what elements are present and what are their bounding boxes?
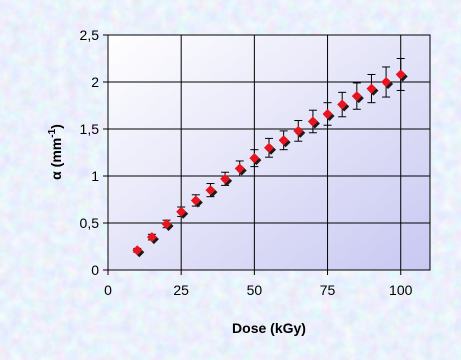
data-point	[293, 125, 304, 136]
y-axis-title: α (mm-1)	[47, 124, 64, 180]
y-axis-symbol: α	[48, 171, 64, 180]
x-tick-label: 0	[104, 282, 112, 298]
data-markers	[132, 69, 408, 258]
y-tick-label: 1	[91, 168, 99, 184]
data-point	[234, 163, 245, 174]
y-tick-label: 1,5	[80, 121, 100, 137]
y-axis-unit-exponent: -1	[47, 128, 58, 137]
data-point	[381, 77, 392, 87]
y-tick-label: 0	[91, 262, 99, 278]
data-point	[322, 108, 333, 119]
data-point	[220, 173, 231, 184]
y-tick-labels: 0 0,5 1 1,5 2 2,5	[80, 27, 100, 278]
data-point	[395, 69, 406, 80]
y-axis-unit-open: (mm	[48, 138, 64, 171]
data-point	[176, 206, 187, 217]
y-tick-label: 0,5	[80, 215, 100, 231]
x-tick-labels: 0 25 50 75 100	[104, 282, 413, 298]
data-point	[351, 91, 362, 102]
data-point	[249, 153, 260, 164]
x-tick-label: 75	[320, 282, 336, 298]
data-point	[190, 195, 201, 206]
x-axis-title: Dose (kGy)	[232, 320, 306, 336]
grid-lines	[103, 34, 430, 275]
data-point	[161, 218, 172, 229]
data-point	[146, 232, 157, 243]
plot-border	[107, 34, 431, 271]
data-point	[205, 185, 216, 196]
data-point	[132, 245, 143, 256]
x-tick-label: 50	[247, 282, 263, 298]
data-point	[366, 83, 377, 94]
x-tick-label: 100	[389, 282, 413, 298]
y-axis-unit-close: )	[48, 124, 64, 129]
data-point	[337, 99, 348, 110]
data-point	[307, 116, 318, 127]
y-tick-label: 2,5	[80, 27, 100, 43]
data-point	[264, 142, 274, 153]
y-tick-label: 2	[91, 74, 99, 90]
x-tick-label: 25	[173, 282, 189, 298]
data-point	[278, 135, 289, 146]
